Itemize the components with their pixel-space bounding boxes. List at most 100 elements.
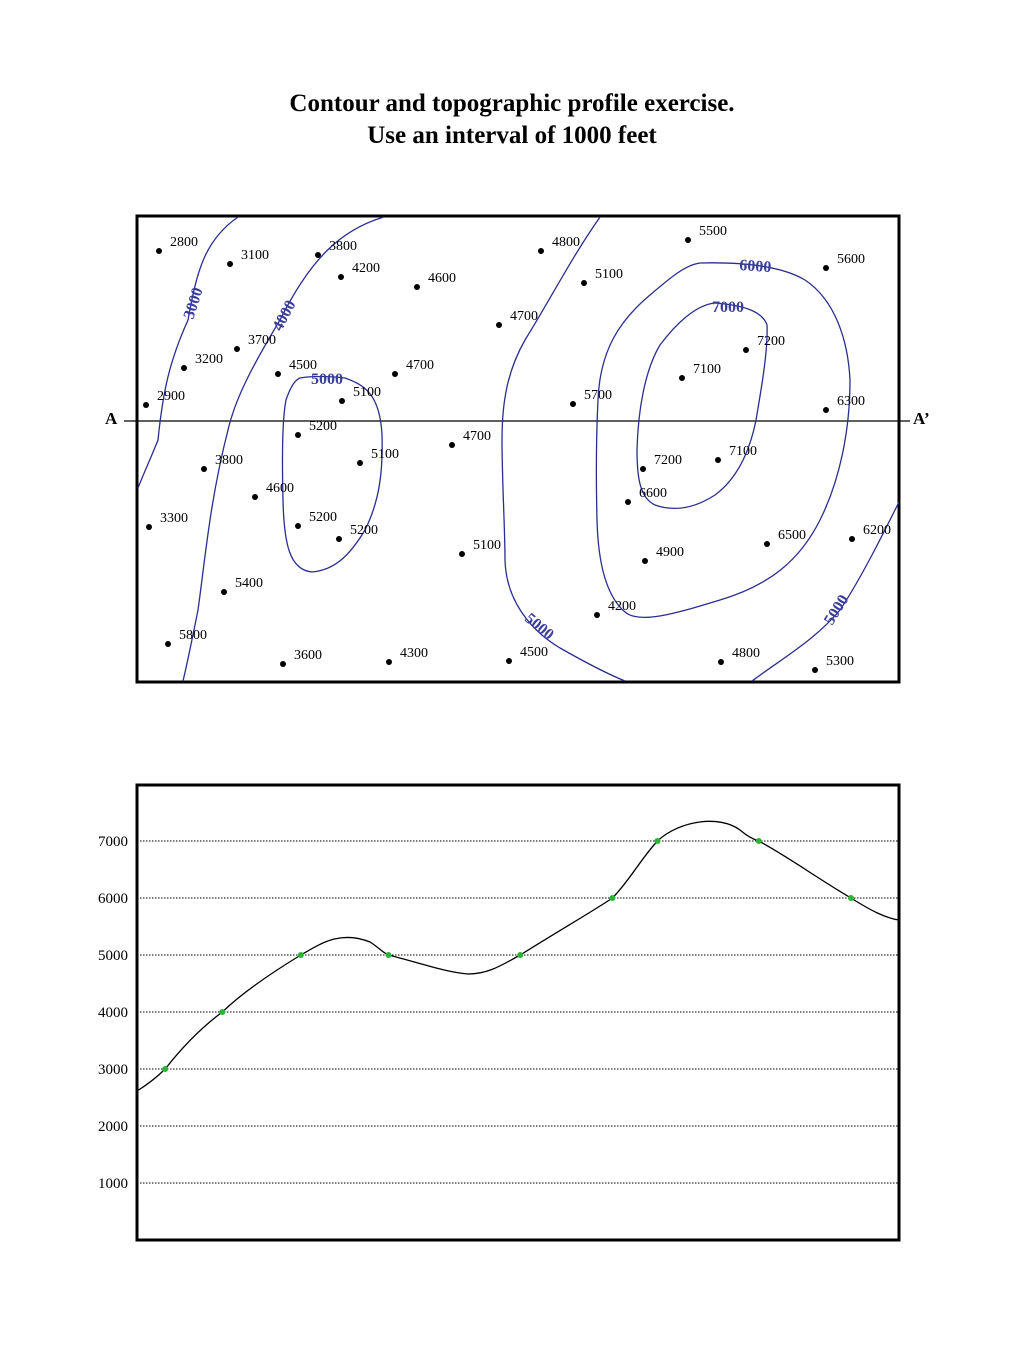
profile-y-ticks: 1000 2000 3000 4000 5000 6000 7000 [98,834,128,1192]
spot-elevation-label: 4900 [656,545,684,560]
spot-elevation-dot [496,322,502,328]
spot-elevation-label: 4600 [428,271,456,286]
contour-5000-hill [281,375,383,573]
spot-elevation-label: 4500 [289,358,317,373]
profile-point [385,952,392,958]
spot-elevation-label: 5100 [353,385,381,400]
spot-elevation-dot [743,347,749,353]
spot-elevation-dot [280,661,286,667]
profile-point [162,1066,169,1072]
spot-elevation-dot [506,658,512,664]
contour-7000 [636,302,768,510]
spot-elevation-label: 5500 [699,224,727,239]
section-start-label: A [105,409,118,428]
spot-elevation-dot [227,261,233,267]
spot-elevation-dot [679,375,685,381]
spot-elevation-dot [849,536,855,542]
y-tick-label: 7000 [98,834,128,850]
spot-elevation-dot [640,466,646,472]
spot-elevation-dot [764,541,770,547]
spot-elevation-label: 7100 [729,444,757,459]
profile-point [755,838,762,844]
spot-elevation-label: 7100 [693,362,721,377]
spot-elevation-label: 6300 [837,394,865,409]
spot-elevation-dot [594,612,600,618]
profile-point [297,952,304,958]
contour-5000-main [501,216,626,682]
spot-elevation-dot [812,667,818,673]
title-line-1: Contour and topographic profile exercise… [289,90,735,117]
spot-elevation-dot [146,524,152,530]
y-tick-label: 1000 [98,1176,128,1192]
spot-elevation-dot [392,371,398,377]
spot-elevation-dot [823,265,829,271]
spot-elevation-label: 5800 [179,628,207,643]
spot-elevation-dot [143,402,149,408]
spot-elevation-dot [336,536,342,542]
spot-elevation-label: 4700 [463,429,491,444]
spot-elevation-label: 4600 [266,481,294,496]
spot-elevation-dot [338,274,344,280]
spot-elevation-dot [252,494,258,500]
spot-elevation-dot [315,252,321,258]
spot-elevation-dot [156,248,162,254]
section-end-label: A’ [913,409,930,428]
spot-elevation-dot [181,365,187,371]
spot-elevation-label: 5600 [837,252,865,267]
spot-elevation-label: 3100 [241,248,269,263]
map-frame [135,214,901,684]
y-tick-label: 5000 [98,948,128,964]
spot-elevation-label: 5300 [826,654,854,669]
spot-elevation-label: 4500 [520,645,548,660]
spot-elevation-dot [357,460,363,466]
spot-elevation-dot [295,432,301,438]
spot-elevation-label: 5100 [595,267,623,282]
spot-elevation-label: 5700 [584,388,612,403]
spot-elevation-dot [538,248,544,254]
spot-elevation-label: 3200 [195,352,223,367]
spot-elevation-dot [718,659,724,665]
spot-elevation-dot [581,280,587,286]
spot-elevation-label: 4800 [552,235,580,250]
spot-elevation-label: 3600 [294,648,322,663]
spot-elevation-label: 5200 [309,510,337,525]
spot-elevation-dot [625,499,631,505]
contour-6000 [595,262,851,619]
spot-elevation-label: 2900 [157,389,185,404]
spot-elevation-dot [275,371,281,377]
spot-elevation-dot [295,523,301,529]
y-tick-label: 4000 [98,1005,128,1021]
contour-label-6000: 6000 [739,257,772,276]
spot-elevation-label: 4700 [406,358,434,373]
contour-label-7000: 7000 [712,299,744,316]
spot-elevation-label: 4700 [510,309,538,324]
spot-elevation-dot [386,659,392,665]
spot-elevation-label: 6500 [778,528,806,543]
spot-elevation-dot [414,284,420,290]
spot-elevation-label: 5400 [235,576,263,591]
contour-3000 [137,216,239,489]
spot-elevation-label: 7200 [654,453,682,468]
spot-elevation-label: 5100 [371,447,399,462]
y-tick-label: 3000 [98,1062,128,1078]
spot-elevation-label: 5100 [473,538,501,553]
spot-elevation-label: 6600 [639,486,667,501]
spot-elevation-dot [339,398,345,404]
y-tick-label: 2000 [98,1119,128,1135]
spot-elevation-label: 2800 [170,235,198,250]
contour-5000-east [751,501,900,682]
spot-elevation-dot [449,442,455,448]
spot-elevation-dot [823,407,829,413]
spot-elevation-label: 3700 [248,333,276,348]
spot-elevation-dot [201,466,207,472]
contour-label-5000-hill: 5000 [311,371,343,388]
spot-elevation-label: 5200 [309,419,337,434]
spot-elevation-label: 3800 [329,239,357,254]
profile-point [517,952,524,958]
spot-elevation-label: 7200 [757,334,785,349]
contour-4000 [182,216,385,682]
spot-elevation-label: 4800 [732,646,760,661]
spot-elevation-label: 6200 [863,523,891,538]
